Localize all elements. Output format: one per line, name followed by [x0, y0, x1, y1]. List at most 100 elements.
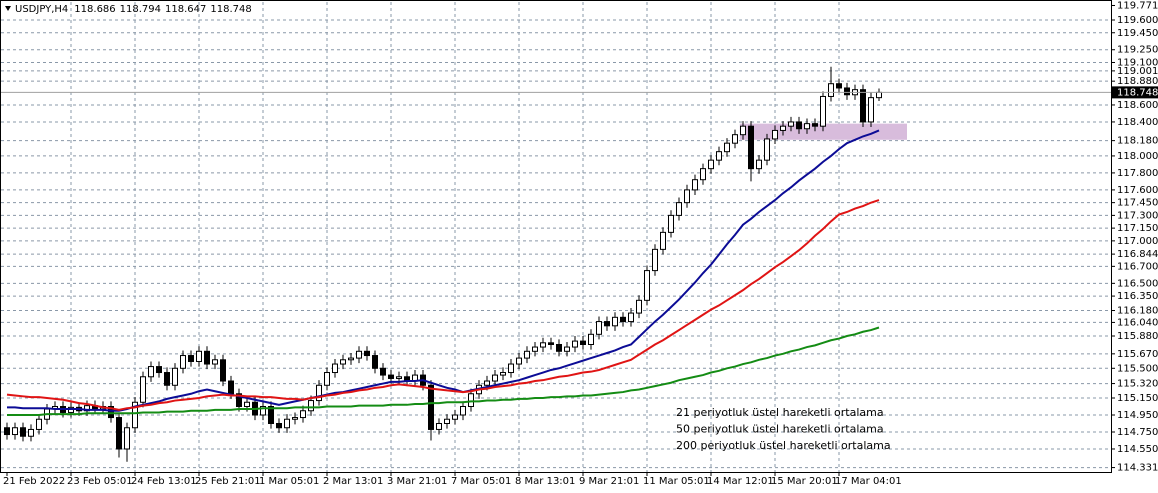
y-tick-label: 115.500	[1117, 363, 1158, 374]
x-tick-label: 15 Mar 20:01	[771, 476, 838, 487]
x-tick-label: 7 Mar 05:01	[451, 476, 511, 487]
candle-body	[228, 380, 234, 395]
legend-entry: 21 periyotluk üstel hareketli ortalama	[676, 406, 884, 419]
candle-body	[484, 380, 490, 386]
candle-body	[324, 372, 330, 386]
candle-body	[460, 406, 466, 416]
candle-body	[532, 346, 538, 352]
x-tick-label: 1 Mar 05:01	[259, 476, 319, 487]
y-tick-label: 114.950	[1117, 410, 1158, 421]
legend-entry: 50 periyotluk üstel hareketli ortalama	[676, 423, 884, 436]
candle-body	[164, 372, 170, 386]
candle-body	[588, 333, 594, 345]
candle-body	[188, 355, 194, 362]
y-tick-label: 116.500	[1117, 278, 1158, 289]
candle-body	[308, 400, 314, 412]
candle-body	[212, 359, 218, 365]
candle-body	[564, 346, 570, 352]
candle-body	[636, 299, 642, 314]
y-tick-label: 118.180	[1117, 136, 1158, 147]
candle-body	[340, 359, 346, 365]
candle-body	[548, 342, 554, 345]
last-price-box	[1112, 86, 1158, 99]
candle-body	[740, 125, 746, 136]
x-tick-label: 24 Feb 13:01	[131, 476, 197, 487]
y-tick-label: 118.000	[1117, 151, 1158, 162]
candle-body	[604, 321, 610, 327]
y-tick-label: 116.350	[1117, 291, 1158, 302]
candle-body	[652, 248, 658, 272]
candle-body	[124, 427, 130, 450]
chart-title: USDJPY,H4 118.686 118.794 118.647 118.748	[15, 4, 252, 15]
y-tick-label: 117.000	[1117, 236, 1158, 247]
candle-body	[372, 355, 378, 369]
candle-body	[260, 406, 266, 416]
y-tick-label: 119.001	[1117, 66, 1158, 77]
legend-entry: 200 periyotluk üstel hareketli ortalama	[676, 439, 891, 452]
candle-body	[348, 357, 354, 361]
candle-body	[180, 355, 186, 369]
candle-body	[508, 363, 514, 374]
candle-body	[428, 384, 434, 430]
candle-body	[380, 367, 386, 376]
candle-body	[620, 316, 626, 323]
last-close: 118.748	[210, 4, 251, 15]
candle-body	[4, 427, 10, 436]
candle-body	[676, 202, 682, 216]
y-tick-label: 115.670	[1117, 349, 1158, 360]
candle-body	[660, 231, 666, 250]
candle-body	[28, 428, 34, 437]
candle-body	[596, 321, 602, 335]
candle-body	[276, 422, 282, 429]
candle-body	[612, 316, 618, 327]
candle-body	[300, 410, 306, 419]
candle-body	[748, 125, 754, 170]
candle-body	[116, 417, 122, 450]
y-tick-label: 116.700	[1117, 261, 1158, 272]
candle-body	[836, 83, 842, 89]
x-tick-label: 23 Feb 05:01	[67, 476, 133, 487]
candle-body	[12, 427, 18, 436]
candle-body	[444, 418, 450, 424]
symbol-arrow	[5, 6, 11, 11]
y-tick-label: 119.771	[1117, 0, 1158, 11]
candle-body	[644, 270, 650, 301]
candle-body	[20, 427, 26, 437]
y-tick-label: 119.600	[1117, 15, 1158, 26]
ema-line	[7, 326, 880, 417]
y-tick-label: 118.600	[1117, 100, 1158, 111]
x-tick-label: 25 Feb 21:01	[195, 476, 261, 487]
candle-body	[804, 123, 810, 130]
y-tick-label: 119.250	[1117, 45, 1158, 56]
x-tick-label: 14 Mar 12:01	[707, 476, 774, 487]
y-tick-label: 114.331	[1117, 463, 1158, 474]
plot-frame	[0, 0, 1112, 473]
y-tick-label: 115.150	[1117, 393, 1158, 404]
x-tick-label: 11 Mar 05:01	[643, 476, 710, 487]
x-tick-label: 8 Mar 13:01	[515, 476, 575, 487]
y-tick-label: 115.320	[1117, 379, 1158, 390]
last-high: 118.794	[120, 4, 161, 15]
candle-body	[140, 376, 146, 403]
candle-body	[204, 350, 210, 365]
y-tick-label: 117.300	[1117, 210, 1158, 221]
candle-body	[148, 366, 154, 378]
last-price-label: 118.748	[1117, 87, 1158, 98]
last-open: 118.686	[74, 4, 115, 15]
candle-body	[812, 123, 818, 127]
last-low: 118.647	[165, 4, 206, 15]
candle-body	[876, 91, 882, 99]
candle-body	[268, 406, 274, 424]
candle-body	[556, 343, 562, 352]
ema-line	[6, 199, 880, 411]
candle-body	[868, 97, 874, 123]
candle-body	[692, 179, 698, 191]
candle-body	[796, 121, 802, 130]
candle-body	[388, 374, 394, 379]
candle-body	[828, 83, 834, 97]
candle-body	[716, 151, 722, 161]
candle-body	[500, 372, 506, 376]
candle-body	[700, 168, 706, 181]
candle-body	[492, 374, 498, 382]
